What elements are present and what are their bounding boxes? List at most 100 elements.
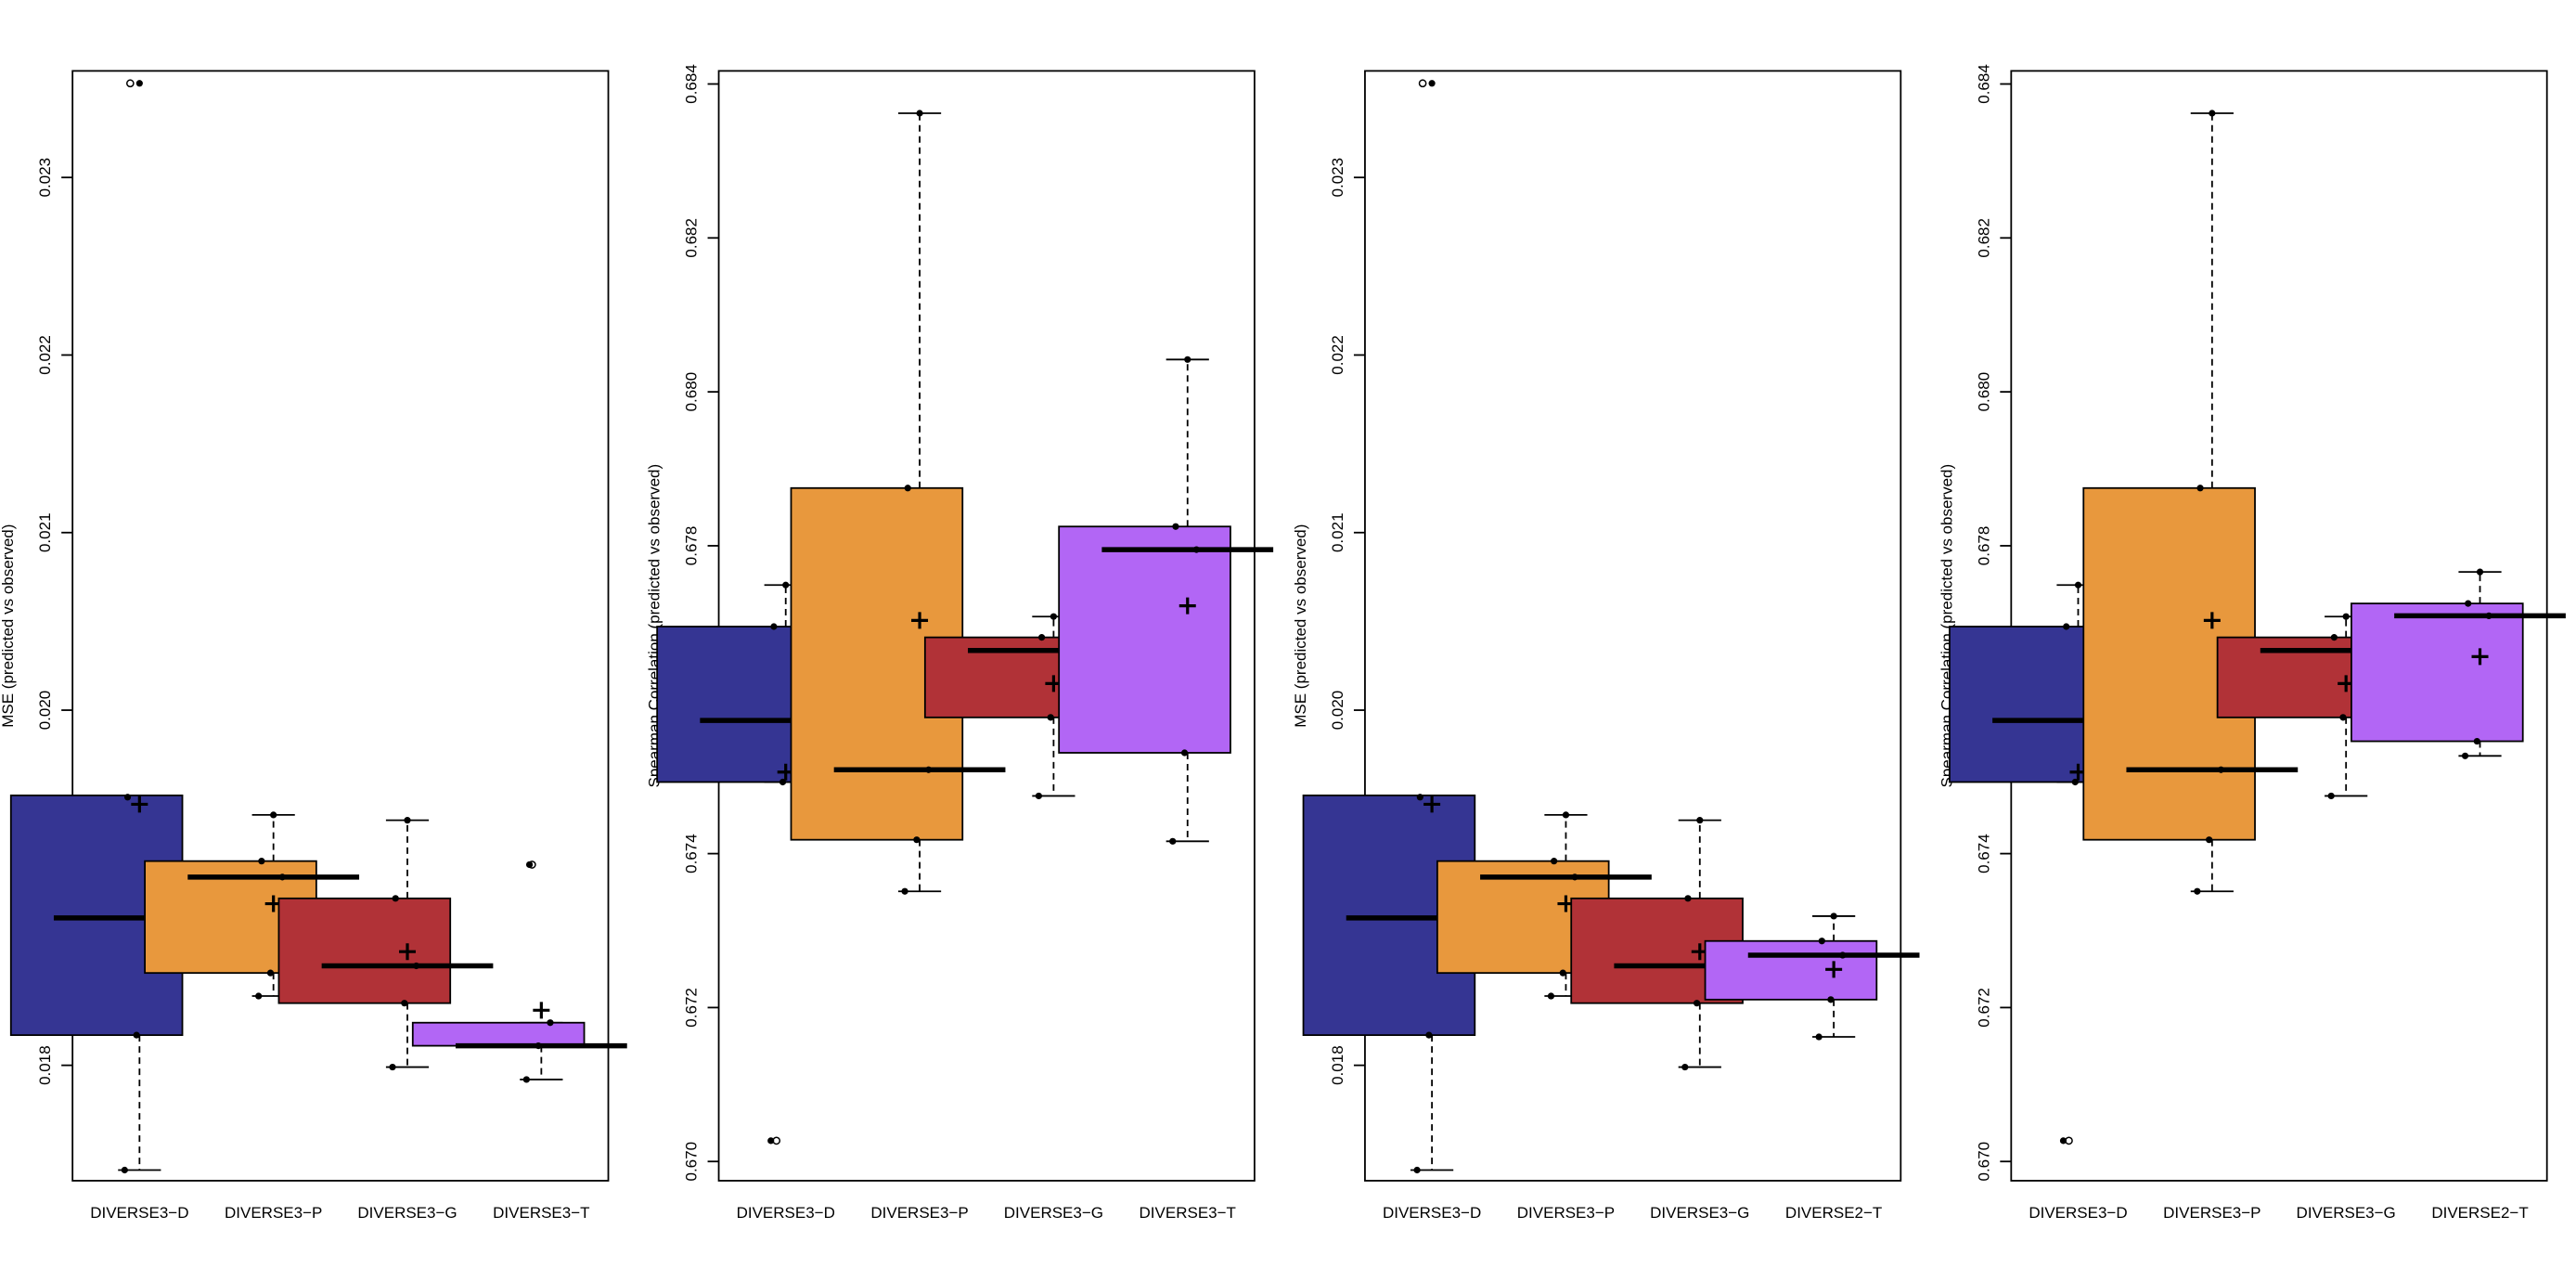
x-tick-label: DIVERSE3−T <box>493 1204 589 1222</box>
y-tick-label: 0.018 <box>36 1045 54 1085</box>
data-point <box>1696 817 1704 824</box>
x-tick-label: DIVERSE3−G <box>1004 1204 1103 1222</box>
data-point <box>2206 836 2213 844</box>
data-point <box>782 581 790 589</box>
x-tick-label: DIVERSE3−D <box>737 1204 835 1222</box>
data-point <box>2327 792 2335 800</box>
y-tick-label: 0.020 <box>36 691 54 731</box>
chart-panel-2: 0.6700.6720.6740.6760.6780.6800.6820.684… <box>646 64 1274 1222</box>
y-tick-label: 0.678 <box>1975 526 1992 566</box>
y-tick-label: 0.020 <box>1329 691 1346 731</box>
data-point <box>525 860 534 869</box>
data-point <box>1681 1063 1689 1071</box>
data-point <box>1169 837 1177 845</box>
data-point <box>2074 581 2082 589</box>
mean-marker <box>1179 597 1196 615</box>
data-point <box>266 969 275 977</box>
y-tick-label: 0.684 <box>683 64 701 104</box>
plot-frame <box>1364 70 1902 1182</box>
data-point <box>1413 1166 1421 1174</box>
box-group <box>1704 912 1920 1041</box>
box-group <box>2082 110 2299 895</box>
y-tick-label: 0.022 <box>1329 335 1346 375</box>
y-tick-label: 0.684 <box>1975 64 1992 104</box>
y-tick-label: 0.674 <box>683 834 701 873</box>
data-point <box>770 623 778 630</box>
data-point <box>1559 969 1566 977</box>
box-body <box>411 1021 586 1047</box>
y-tick-label: 0.678 <box>683 526 701 566</box>
outlier-point <box>1418 79 1427 88</box>
x-tick-label: DIVERSE2−T <box>1785 1204 1882 1222</box>
outlier-point <box>2065 1136 2073 1145</box>
data-point <box>389 1063 396 1071</box>
data-point <box>123 794 132 801</box>
data-point <box>1050 613 1058 620</box>
data-point <box>925 766 933 773</box>
y-tick-label: 0.682 <box>1975 218 1992 258</box>
data-point <box>1818 938 1825 945</box>
y-tick-label: 0.021 <box>36 512 54 552</box>
data-point <box>270 811 277 819</box>
data-point <box>2217 766 2225 773</box>
plot-frame <box>71 70 610 1182</box>
data-point <box>913 836 921 844</box>
y-tick-label: 0.682 <box>683 218 701 258</box>
x-tick-label: DIVERSE3−P <box>1517 1204 1615 1222</box>
data-point <box>2196 485 2204 492</box>
data-point <box>1551 858 1558 865</box>
y-tick-label: 0.023 <box>36 158 54 198</box>
mean-marker <box>1825 961 1843 978</box>
box-group <box>790 110 1006 895</box>
data-point <box>404 817 411 824</box>
data-point <box>1562 811 1570 819</box>
mean-marker <box>2471 648 2489 666</box>
data-point <box>2339 714 2347 721</box>
mean-marker <box>2203 612 2221 629</box>
data-point <box>135 80 143 87</box>
data-point <box>121 1166 128 1174</box>
data-point <box>1547 992 1555 1000</box>
y-tick-label: 0.672 <box>1975 988 1992 1028</box>
y-axis-title: MSE (predicted vs observed) <box>1292 524 1309 728</box>
data-point <box>278 873 286 881</box>
data-point <box>2194 887 2201 895</box>
data-point <box>2063 623 2070 630</box>
data-point <box>2461 752 2469 759</box>
box-body <box>1704 939 1878 1001</box>
data-point <box>1428 80 1436 87</box>
x-tick-label: DIVERSE3−P <box>225 1204 322 1222</box>
data-point <box>1693 1000 1701 1007</box>
data-point <box>255 992 263 1000</box>
outlier-point <box>528 860 536 869</box>
data-point <box>2059 1137 2067 1145</box>
data-point <box>2209 110 2216 117</box>
x-tick-label: DIVERSE3−T <box>1140 1204 1236 1222</box>
data-point <box>522 1076 530 1083</box>
x-tick-label: DIVERSE3−D <box>90 1204 188 1222</box>
data-point <box>535 1042 542 1050</box>
outlier-point <box>772 1136 781 1145</box>
box-body <box>277 897 452 1004</box>
y-tick-label: 0.680 <box>1975 372 1992 412</box>
data-point <box>2476 568 2484 576</box>
data-point <box>1035 792 1043 800</box>
box-group <box>9 79 225 1174</box>
x-tick-label: DIVERSE3−G <box>2297 1204 2396 1222</box>
data-point <box>1827 996 1835 1003</box>
mean-marker <box>911 612 929 629</box>
x-tick-label: DIVERSE3−D <box>1383 1204 1481 1222</box>
data-point <box>401 1000 408 1007</box>
data-point <box>1830 912 1837 920</box>
y-tick-label: 0.674 <box>1975 834 1992 873</box>
data-point <box>1192 546 1200 553</box>
y-tick-label: 0.680 <box>683 372 701 412</box>
data-point <box>2342 613 2350 620</box>
data-point <box>392 895 399 902</box>
y-tick-label: 0.022 <box>36 335 54 375</box>
data-point <box>1571 873 1578 881</box>
data-point <box>767 1137 775 1145</box>
box-body <box>1058 525 1231 754</box>
